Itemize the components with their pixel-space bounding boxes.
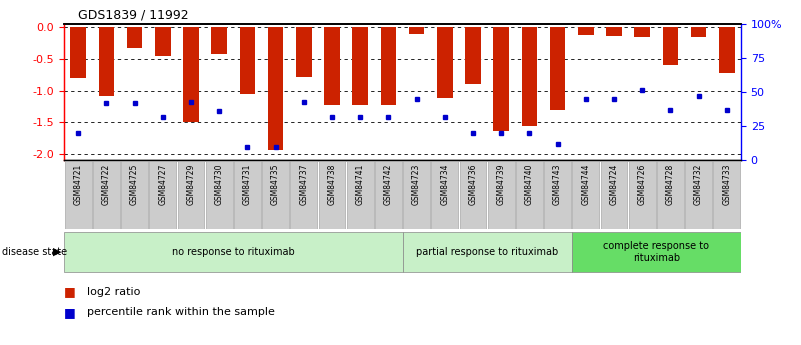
FancyBboxPatch shape [403,232,572,272]
Text: GSM84736: GSM84736 [469,164,477,205]
Text: GDS1839 / 11992: GDS1839 / 11992 [78,9,188,22]
Text: GSM84738: GSM84738 [328,164,336,205]
Bar [719,27,735,73]
FancyBboxPatch shape [432,161,458,229]
Text: GSM84735: GSM84735 [271,164,280,205]
Bar [127,27,143,48]
Text: ▶: ▶ [54,247,62,257]
Bar [578,27,594,35]
Bar [99,27,114,96]
FancyBboxPatch shape [573,161,599,229]
FancyBboxPatch shape [714,161,740,229]
Text: GSM84732: GSM84732 [694,164,703,205]
Bar [634,27,650,38]
Bar [493,27,509,131]
FancyBboxPatch shape [121,161,148,229]
FancyBboxPatch shape [65,161,91,229]
FancyBboxPatch shape [234,161,261,229]
Text: partial response to rituximab: partial response to rituximab [416,247,558,257]
Text: GSM84733: GSM84733 [723,164,731,205]
Text: GSM84740: GSM84740 [525,164,534,205]
FancyBboxPatch shape [64,232,403,272]
Text: GSM84723: GSM84723 [412,164,421,205]
Text: GSM84727: GSM84727 [159,164,167,205]
Bar [662,27,678,65]
Text: ■: ■ [64,306,76,319]
FancyBboxPatch shape [544,161,571,229]
Bar [465,27,481,85]
Bar [437,27,453,98]
Bar [211,27,227,54]
FancyBboxPatch shape [291,161,317,229]
FancyBboxPatch shape [685,161,712,229]
Text: GSM84726: GSM84726 [638,164,646,205]
Bar [606,27,622,36]
Text: GSM84743: GSM84743 [553,164,562,205]
Text: GSM84744: GSM84744 [582,164,590,205]
Bar [324,27,340,105]
Bar [183,27,199,122]
FancyBboxPatch shape [347,161,373,229]
Text: GSM84739: GSM84739 [497,164,505,205]
Bar [155,27,171,56]
FancyBboxPatch shape [572,232,741,272]
Text: GSM84725: GSM84725 [130,164,139,205]
FancyBboxPatch shape [460,161,486,229]
Text: GSM84734: GSM84734 [441,164,449,205]
Text: disease state: disease state [2,247,66,257]
Bar [268,27,284,150]
Bar [409,27,425,34]
FancyBboxPatch shape [657,161,684,229]
Text: ■: ■ [64,285,76,298]
Text: GSM84729: GSM84729 [187,164,195,205]
FancyBboxPatch shape [149,161,176,229]
FancyBboxPatch shape [516,161,543,229]
Text: GSM84724: GSM84724 [610,164,618,205]
Text: percentile rank within the sample: percentile rank within the sample [87,307,275,317]
Bar [380,27,396,105]
FancyBboxPatch shape [488,161,514,229]
Bar [239,27,256,94]
FancyBboxPatch shape [601,161,627,229]
Bar [691,27,706,37]
FancyBboxPatch shape [206,161,232,229]
FancyBboxPatch shape [262,161,289,229]
FancyBboxPatch shape [375,161,402,229]
Text: GSM84737: GSM84737 [300,164,308,205]
Text: GSM84742: GSM84742 [384,164,393,205]
Text: GSM84730: GSM84730 [215,164,223,205]
Text: log2 ratio: log2 ratio [87,287,140,296]
Bar [549,27,566,110]
Text: GSM84741: GSM84741 [356,164,364,205]
FancyBboxPatch shape [93,161,120,229]
Bar [70,27,86,78]
Text: GSM84728: GSM84728 [666,164,675,205]
Text: GSM84721: GSM84721 [74,164,83,205]
Text: GSM84731: GSM84731 [243,164,252,205]
FancyBboxPatch shape [319,161,345,229]
Bar [296,27,312,77]
Text: GSM84722: GSM84722 [102,164,111,205]
Text: complete response to
rituximab: complete response to rituximab [603,241,710,263]
FancyBboxPatch shape [629,161,656,229]
Bar [521,27,537,126]
FancyBboxPatch shape [403,161,430,229]
FancyBboxPatch shape [178,161,204,229]
Bar [352,27,368,105]
Text: no response to rituximab: no response to rituximab [172,247,295,257]
